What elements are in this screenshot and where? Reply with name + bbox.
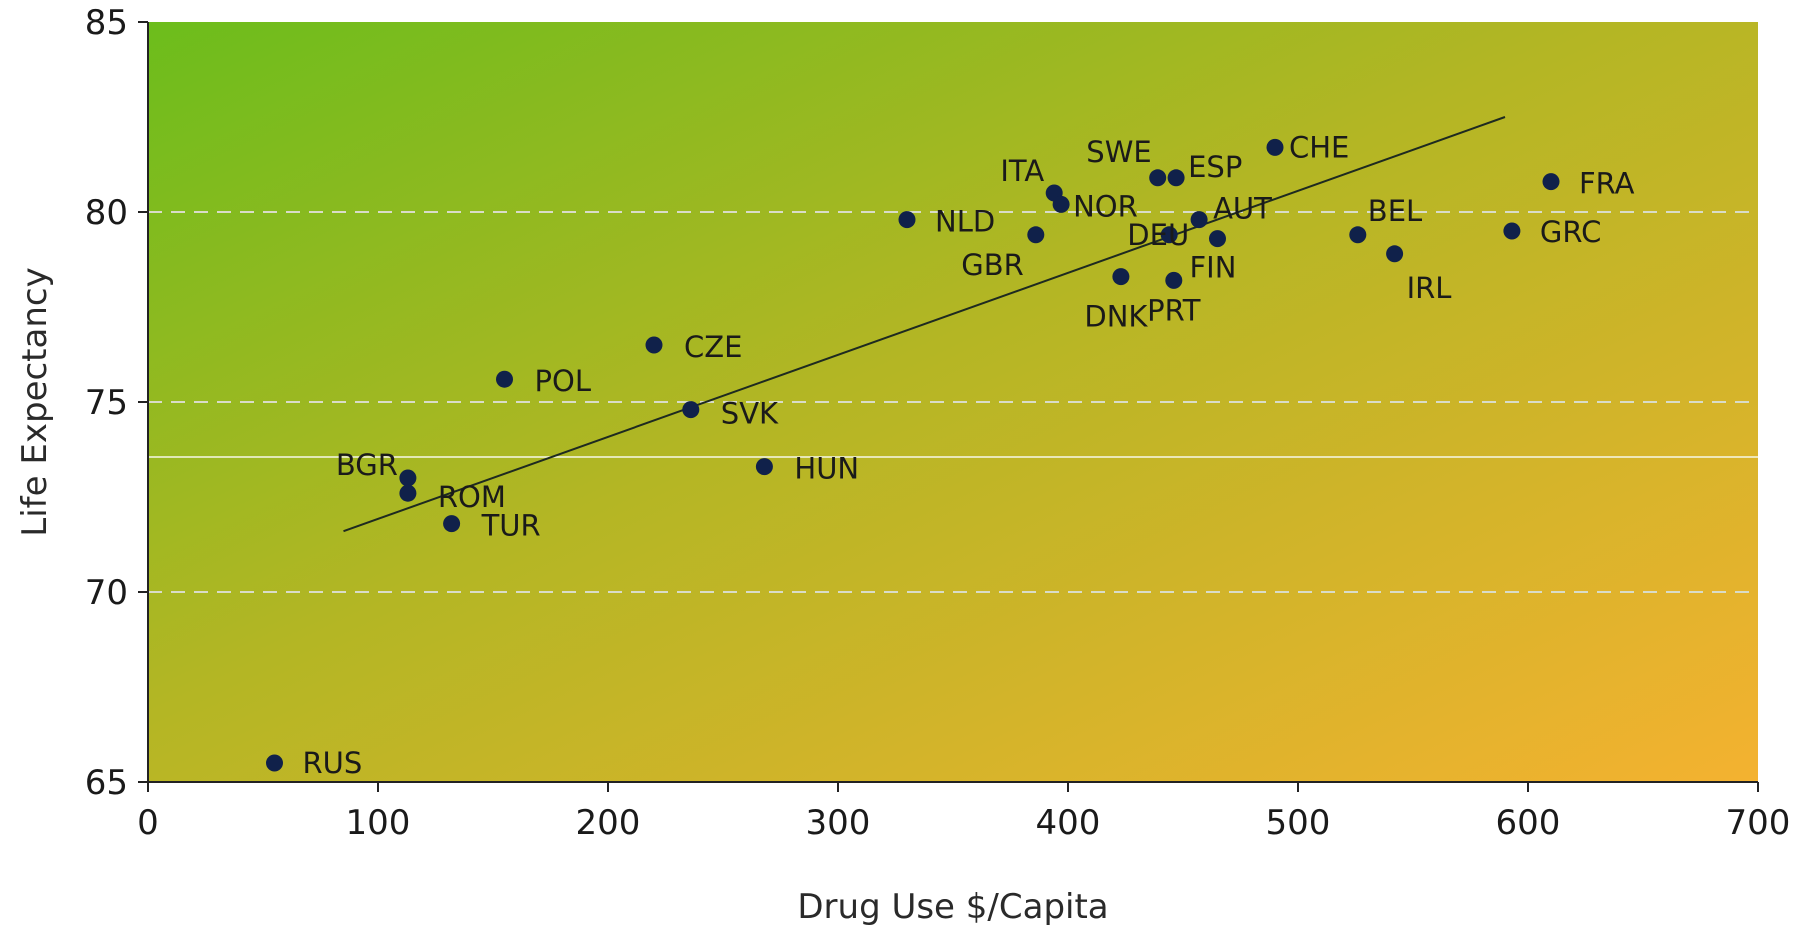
point-pol <box>496 370 513 388</box>
x-tick-label: 700 <box>1726 803 1791 843</box>
point-hun <box>755 458 773 476</box>
x-tick-label: 100 <box>346 803 411 843</box>
point-aut <box>1190 211 1208 229</box>
point-nor <box>1052 195 1070 213</box>
point-label-fin: FIN <box>1190 251 1237 285</box>
gridlines <box>148 211 1758 593</box>
point-label-aut: AUT <box>1213 192 1272 226</box>
point-label-dnk: DNK <box>1084 300 1148 334</box>
point-label-rom: ROM <box>438 480 506 514</box>
point-fra <box>1542 173 1560 191</box>
point-gbr <box>1027 226 1045 244</box>
point-label-gbr: GBR <box>961 248 1024 282</box>
point-bgr <box>399 469 417 487</box>
point-irl <box>1386 245 1404 263</box>
point-label-bel: BEL <box>1368 194 1422 228</box>
trend-line <box>343 116 1506 533</box>
y-tick-label: 80 <box>85 193 128 233</box>
y-tick-label: 85 <box>85 3 128 43</box>
point-dnk <box>1112 268 1130 286</box>
x-tick-label: 500 <box>1266 803 1331 843</box>
point-nld <box>898 211 916 229</box>
point-label-esp: ESP <box>1188 150 1242 184</box>
point-rom <box>399 484 417 502</box>
point-label-nld: NLD <box>935 205 995 239</box>
point-label-hun: HUN <box>794 452 859 486</box>
point-cze <box>645 336 663 354</box>
point-label-deu: DEU <box>1127 218 1189 252</box>
point-bel <box>1349 226 1367 244</box>
point-grc <box>1503 222 1521 240</box>
x-tick-label: 600 <box>1496 803 1561 843</box>
point-label-swe: SWE <box>1086 135 1151 169</box>
point-label-nor: NOR <box>1073 189 1138 223</box>
point-label-bgr: BGR <box>336 448 398 482</box>
point-label-tur: TUR <box>481 509 541 543</box>
point-label-pol: POL <box>535 364 591 398</box>
x-tick-label: 0 <box>137 803 159 843</box>
axes <box>138 21 1759 792</box>
point-fin <box>1209 230 1226 248</box>
point-label-grc: GRC <box>1540 215 1601 249</box>
x-axis-title: Drug Use $/Capita <box>797 887 1108 927</box>
point-label-irl: IRL <box>1407 271 1452 305</box>
point-label-rus: RUS <box>303 746 363 780</box>
data-points <box>266 138 1560 772</box>
point-swe <box>1149 169 1167 187</box>
y-tick-label: 75 <box>85 383 128 423</box>
point-tur <box>443 515 461 533</box>
point-label-prt: PRT <box>1147 293 1201 327</box>
point-deu <box>1160 226 1178 244</box>
x-tick-label: 300 <box>806 803 871 843</box>
y-tick-labels: 65 70 75 80 85 <box>85 3 128 803</box>
y-tick-label: 70 <box>85 573 128 613</box>
point-label-cze: CZE <box>684 330 742 364</box>
point-esp <box>1167 169 1185 187</box>
point-prt <box>1165 271 1183 289</box>
y-tick-label: 65 <box>85 763 128 803</box>
x-tick-labels: 0 100 200 300 400 500 600 700 <box>137 803 1790 843</box>
point-label-svk: SVK <box>721 397 779 431</box>
point-che <box>1266 138 1284 156</box>
point-svk <box>682 401 700 419</box>
point-rus <box>266 754 283 772</box>
y-axis-title: Life Expectancy <box>15 267 55 536</box>
point-label-ita: ITA <box>1000 154 1044 188</box>
point-label-che: CHE <box>1289 130 1349 164</box>
point-label-fra: FRA <box>1579 167 1635 201</box>
x-tick-label: 200 <box>576 803 641 843</box>
x-tick-label: 400 <box>1036 803 1101 843</box>
